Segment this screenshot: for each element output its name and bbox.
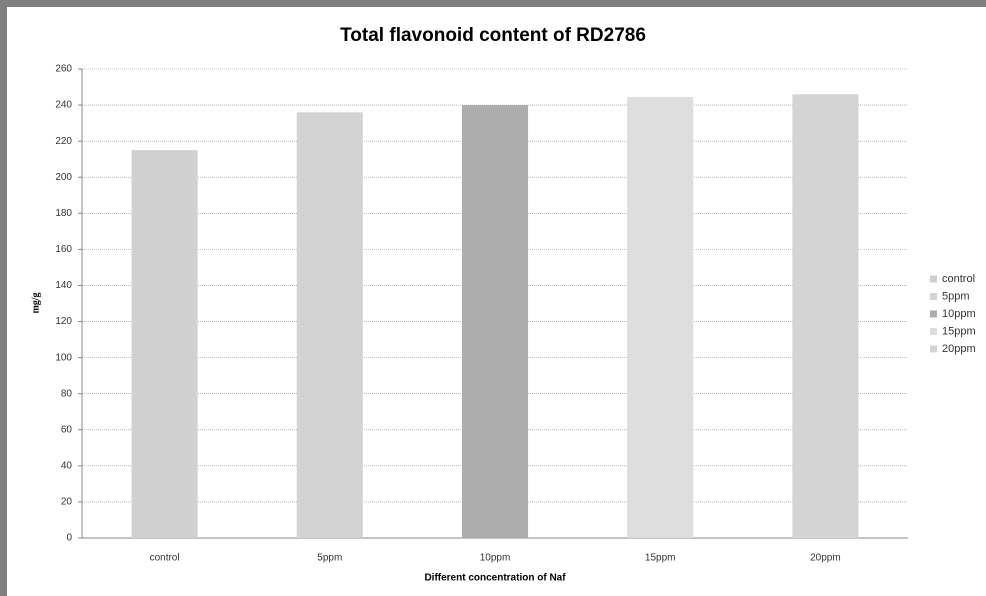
y-tick-label: 180 [55, 208, 72, 219]
bar [461, 105, 529, 539]
bar [792, 94, 859, 538]
y-tick-label: 0 [66, 533, 72, 544]
y-tick-label: 40 [61, 460, 73, 471]
y-axis-label: mg/g [30, 292, 41, 313]
bar [627, 96, 694, 538]
legend-swatch [930, 310, 937, 318]
legend-label: 15ppm [942, 325, 976, 337]
x-tick-label: control [150, 553, 180, 564]
y-tick-label: 240 [55, 100, 72, 111]
y-tick-label: 60 [61, 424, 73, 435]
y-tick-label: 140 [55, 280, 72, 291]
bar [131, 150, 198, 538]
legend-label: 10ppm [942, 308, 976, 320]
x-tick-label: 15ppm [645, 553, 676, 564]
x-tick-label: 20ppm [810, 553, 841, 564]
x-tick-label: 10ppm [480, 553, 511, 564]
legend-label: 20ppm [942, 343, 976, 355]
y-tick-label: 160 [55, 244, 72, 255]
y-tick-label: 20 [61, 497, 73, 508]
y-tick-label: 80 [61, 388, 73, 399]
y-tick-label: 120 [55, 316, 72, 327]
legend-swatch [930, 328, 937, 335]
legend-label: control [942, 273, 975, 285]
y-tick-label: 260 [55, 64, 72, 75]
legend-swatch [930, 275, 937, 283]
bar [296, 112, 363, 539]
legend-label: 5ppm [942, 290, 970, 302]
x-tick-label: 5ppm [317, 553, 342, 564]
frame-top [0, 0, 986, 7]
chart-title: Total flavonoid content of RD2786 [340, 25, 646, 46]
legend-swatch [930, 293, 937, 300]
legend-swatch [930, 345, 937, 353]
y-tick-label: 200 [55, 172, 72, 183]
y-tick-label: 100 [55, 352, 72, 363]
frame-left [0, 0, 7, 596]
x-axis-label: Different concentration of Naf [424, 573, 566, 584]
y-tick-label: 220 [55, 136, 72, 147]
